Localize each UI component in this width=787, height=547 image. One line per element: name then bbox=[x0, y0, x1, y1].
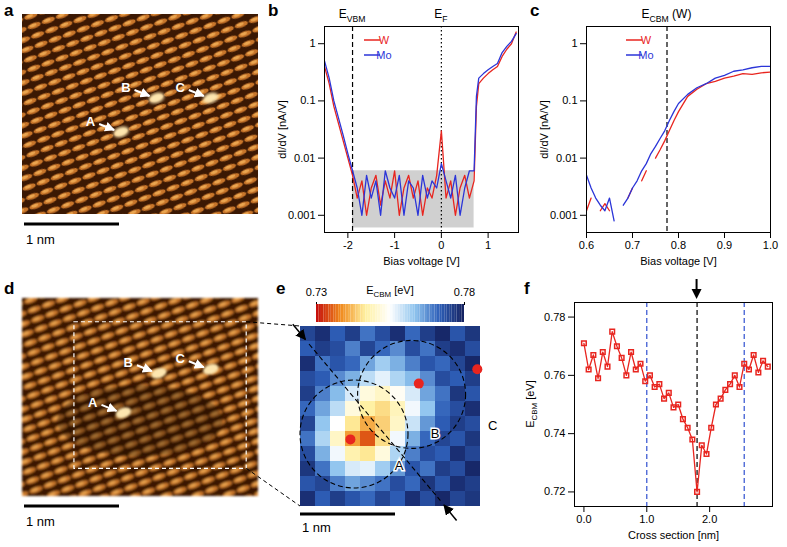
svg-text:C: C bbox=[175, 80, 185, 95]
svg-text:Mo: Mo bbox=[638, 49, 653, 61]
svg-text:-1: -1 bbox=[390, 239, 400, 251]
svg-text:0.78: 0.78 bbox=[544, 311, 565, 323]
svg-text:-2: -2 bbox=[343, 239, 353, 251]
svg-text:0.76: 0.76 bbox=[544, 369, 565, 381]
svg-text:0.7: 0.7 bbox=[625, 239, 640, 251]
svg-text:A: A bbox=[86, 114, 96, 129]
svg-text:0.73: 0.73 bbox=[306, 286, 327, 298]
svg-text:Mo: Mo bbox=[376, 49, 391, 61]
svg-text:0.6: 0.6 bbox=[579, 239, 594, 251]
svg-text:0.0: 0.0 bbox=[576, 513, 591, 525]
svg-text:ECBM (W): ECBM (W) bbox=[642, 7, 692, 24]
svg-text:C: C bbox=[488, 418, 497, 433]
svg-text:EF: EF bbox=[434, 7, 447, 24]
svg-text:A: A bbox=[88, 395, 98, 410]
html-text:a: a bbox=[4, 1, 14, 20]
svg-text:1: 1 bbox=[571, 37, 577, 49]
svg-text:dI/dV [nA/V]: dI/dV [nA/V] bbox=[538, 100, 550, 159]
svg-text:0.01: 0.01 bbox=[556, 152, 577, 164]
svg-text:EVBM: EVBM bbox=[339, 7, 366, 24]
svg-text:W: W bbox=[641, 34, 652, 46]
svg-text:0.9: 0.9 bbox=[717, 239, 732, 251]
svg-text:0.01: 0.01 bbox=[294, 152, 315, 164]
svg-text:dI/dV [nA/V]: dI/dV [nA/V] bbox=[276, 100, 288, 159]
svg-text:ECBM [eV]: ECBM [eV] bbox=[366, 284, 414, 299]
html-text:c: c bbox=[530, 1, 540, 20]
svg-text:C: C bbox=[175, 351, 185, 366]
svg-text:B: B bbox=[121, 80, 130, 95]
svg-text:0.8: 0.8 bbox=[671, 239, 686, 251]
svg-text:ECBM [eV]: ECBM [eV] bbox=[524, 380, 539, 428]
svg-text:0.72: 0.72 bbox=[544, 485, 565, 497]
svg-text:1 nm: 1 nm bbox=[302, 520, 331, 535]
svg-text:0.74: 0.74 bbox=[544, 427, 565, 439]
svg-text:0.78: 0.78 bbox=[454, 286, 475, 298]
svg-text:1: 1 bbox=[485, 239, 491, 251]
svg-text:Bias voltage [V]: Bias voltage [V] bbox=[640, 255, 716, 267]
html-text:b: b bbox=[268, 1, 279, 20]
svg-text:B: B bbox=[431, 426, 440, 441]
svg-text:2.0: 2.0 bbox=[702, 513, 717, 525]
svg-text:0: 0 bbox=[438, 239, 444, 251]
svg-text:B: B bbox=[123, 355, 132, 370]
html-text:f: f bbox=[524, 279, 530, 298]
html-text:d: d bbox=[4, 279, 15, 298]
svg-text:1.0: 1.0 bbox=[639, 513, 654, 525]
svg-text:Bias voltage [V]: Bias voltage [V] bbox=[383, 255, 459, 267]
svg-text:W: W bbox=[379, 34, 390, 46]
html-text:e: e bbox=[276, 279, 286, 298]
svg-text:0.001: 0.001 bbox=[288, 209, 316, 221]
svg-text:1 nm: 1 nm bbox=[26, 232, 55, 247]
svg-text:1.0: 1.0 bbox=[763, 239, 778, 251]
svg-text:0.001: 0.001 bbox=[550, 209, 578, 221]
svg-text:1 nm: 1 nm bbox=[26, 514, 55, 529]
svg-text:Cross section [nm]: Cross section [nm] bbox=[628, 529, 719, 541]
svg-text:A: A bbox=[395, 458, 404, 473]
svg-text:1: 1 bbox=[309, 37, 315, 49]
svg-text:0.1: 0.1 bbox=[562, 94, 577, 106]
svg-text:0.1: 0.1 bbox=[300, 94, 315, 106]
